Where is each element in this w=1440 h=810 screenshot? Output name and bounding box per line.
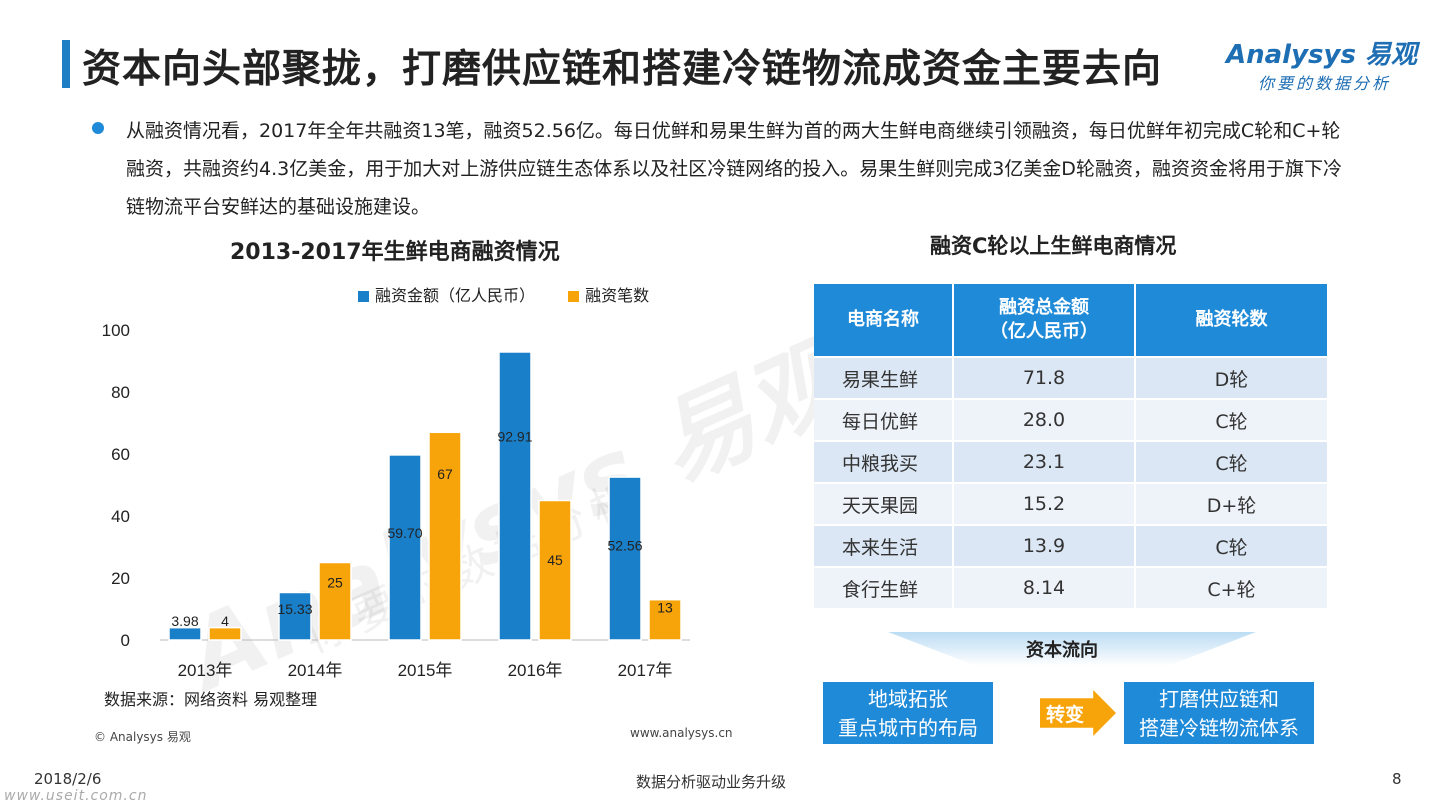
legend-label-count: 融资笔数 [585,286,650,305]
flow-from-line1: 地域拓张 [868,687,948,711]
y-tick-label: 60 [111,445,130,464]
bar-count [208,626,242,641]
cell-amount: 23.1 [954,440,1136,482]
funding-table: 电商名称 融资总金额 （亿人民币） 融资轮数 易果生鲜 71.8 D轮 每日优鲜 … [814,284,1327,608]
bar-amount [388,454,422,641]
flow-from-box: 地域拓张 重点城市的布局 [823,682,993,744]
cell-round: C轮 [1136,398,1327,440]
cell-name: 食行生鲜 [814,566,954,608]
y-tick-label: 40 [111,507,130,526]
footer-slogan: 数据分析驱动业务升级 [636,773,787,791]
cell-amount: 13.9 [954,524,1136,566]
bar-amount [168,626,202,641]
data-label-count: 67 [437,466,453,482]
x-tick-label: 2017年 [618,661,673,680]
bar-amount [498,351,532,641]
header-round: 融资轮数 [1136,284,1327,356]
cell-name: 每日优鲜 [814,398,954,440]
data-label-count: 25 [327,574,343,590]
bar-count [538,499,572,641]
flow-to-line1: 打磨供应链和 [1159,687,1279,711]
title-accent-bar [62,40,70,88]
bar-chart: 0 20 40 60 80 100 2013年 3.98 4 2014年 15.33 25 2015年 5… [102,321,690,680]
cell-name: 易果生鲜 [814,356,954,398]
bar-amount [278,591,312,641]
x-tick-label: 2015年 [398,661,453,680]
cell-name: 本来生活 [814,524,954,566]
website-url[interactable]: www.analysys.cn [630,726,733,740]
legend-swatch-count [568,291,580,302]
table-row: 中粮我买 23.1 C轮 [814,440,1327,482]
logo-main-text: Analysys 易观 [1226,40,1417,70]
page-number: 8 [1392,770,1402,788]
cell-round: C+轮 [1136,566,1327,608]
bar-amount [608,476,642,641]
footer-date: 2018/2/6 [34,770,102,788]
intro-paragraph: 从融资情况看，2017年全年共融资13笔，融资52.56亿。每日优鲜和易果生鲜为… [126,120,1342,218]
logo-sub-text: 你要的数据分析 [1258,74,1392,93]
bar-count [318,561,352,641]
data-label-count: 13 [657,600,673,616]
cell-amount: 8.14 [954,566,1136,608]
header-name: 电商名称 [814,284,954,356]
legend-swatch-amount [358,291,369,302]
y-tick-label: 100 [102,321,130,340]
table-row: 每日优鲜 28.0 C轮 [814,398,1327,440]
table-header-row: 电商名称 融资总金额 （亿人民币） 融资轮数 [814,284,1327,356]
footer-watermark: www.useit.com.cn [4,788,148,804]
flow-arrow-label: 转变 [1046,704,1085,726]
data-label-count: 4 [221,613,229,629]
cell-name: 中粮我买 [814,440,954,482]
bullet-icon [92,122,104,134]
x-tick-label: 2013年 [178,661,233,680]
copyright: © Analysys 易观 [94,730,191,744]
flow-from-line2: 重点城市的布局 [838,716,978,740]
x-tick-label: 2014年 [288,661,343,680]
y-tick-label: 20 [111,569,130,588]
y-tick-label: 0 [121,631,130,650]
table-row: 食行生鲜 8.14 C+轮 [814,566,1327,608]
chart-legend: 融资金额（亿人民币） 融资笔数 [358,282,677,306]
data-label-amount: 3.98 [171,613,198,629]
legend-label-amount: 融资金额（亿人民币） [375,286,536,305]
x-tick-label: 2016年 [508,661,563,680]
flow-to-line2: 搭建冷链物流体系 [1139,716,1299,740]
data-label-amount: 15.33 [277,601,312,617]
table-row: 易果生鲜 71.8 D轮 [814,356,1327,398]
cell-amount: 15.2 [954,482,1136,524]
cell-round: C轮 [1136,440,1327,482]
header-amount: 融资总金额 （亿人民币） [954,284,1136,356]
chart-source: 数据来源：网络资料 易观整理 [104,690,318,709]
header-amount-line1: 融资总金额 [999,297,1089,318]
table-title: 融资C轮以上生鲜电商情况 [930,234,1177,258]
data-label-amount: 92.91 [497,429,532,445]
data-label-amount: 59.70 [387,525,422,541]
legend-item-count: 融资笔数 [568,282,649,306]
bar-count [648,598,682,641]
flow-label: 资本流向 [1026,640,1098,661]
data-label-count: 45 [547,552,563,568]
page-title: 资本向头部聚拢，打磨供应链和搭建冷链物流成资金主要去向 [82,47,1163,92]
table-row: 天天果园 15.2 D+轮 [814,482,1327,524]
cell-amount: 71.8 [954,356,1136,398]
cell-round: C轮 [1136,524,1327,566]
table-row: 本来生活 13.9 C轮 [814,524,1327,566]
data-label-amount: 52.56 [607,537,642,553]
analysys-logo: Analysys 易观 你要的数据分析 [1226,34,1417,93]
cell-amount: 28.0 [954,398,1136,440]
cell-name: 天天果园 [814,482,954,524]
header-amount-line2: （亿人民币） [990,321,1098,342]
y-tick-label: 80 [111,383,130,402]
flow-to-box: 打磨供应链和 搭建冷链物流体系 [1124,682,1314,744]
cell-round: D轮 [1136,356,1327,398]
legend-item-amount: 融资金额（亿人民币） [358,282,535,306]
chart-title: 2013-2017年生鲜电商融资情况 [230,240,560,265]
bar-count [428,431,462,641]
cell-round: D+轮 [1136,482,1327,524]
